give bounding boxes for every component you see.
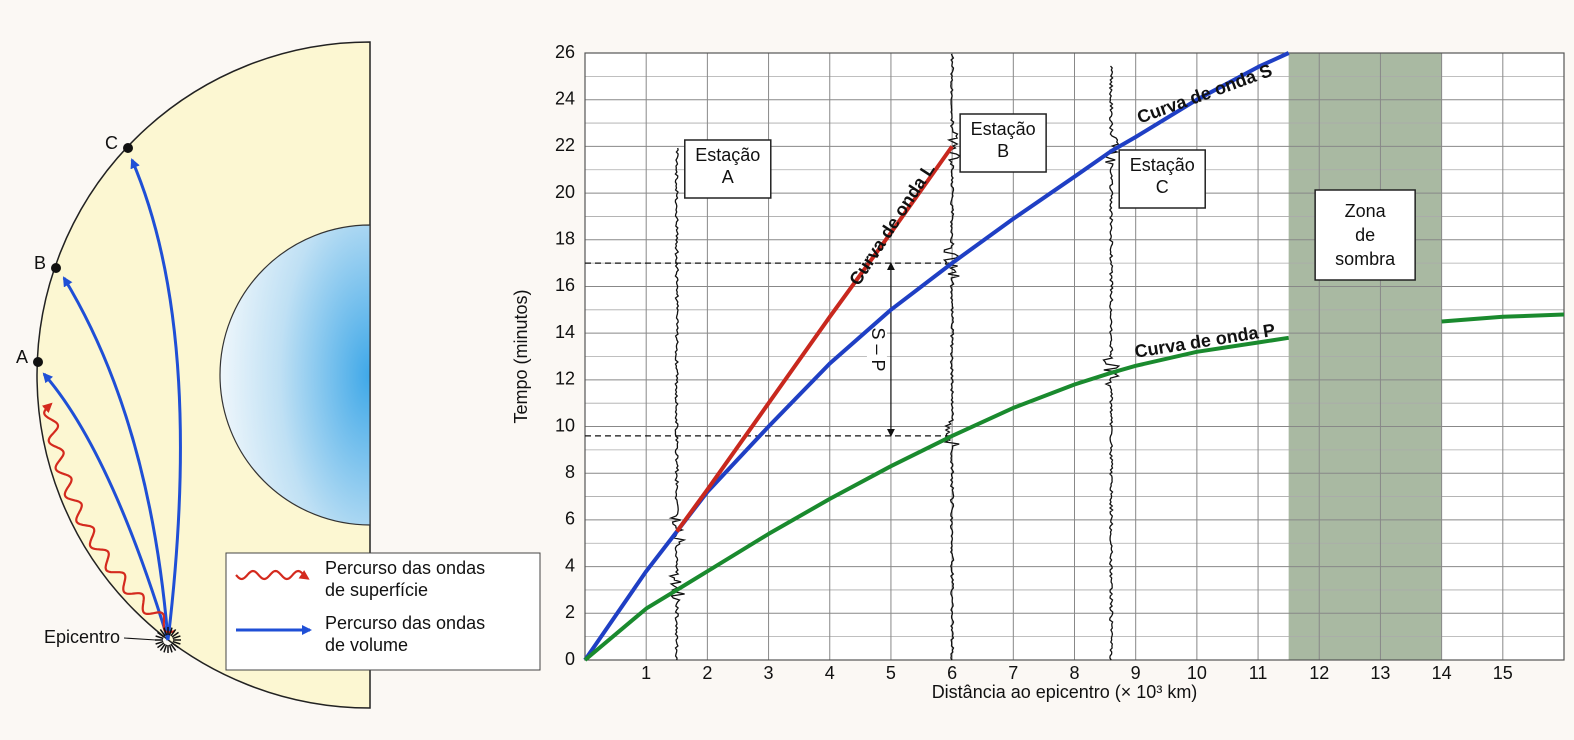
- x-tick-label: 12: [1309, 663, 1329, 683]
- station-label: C: [105, 133, 118, 153]
- y-tick-label: 16: [555, 275, 575, 295]
- epicentre-label: Epicentro: [44, 627, 120, 647]
- y-tick-label: 8: [565, 462, 575, 482]
- y-axis-label: Tempo (minutos): [511, 289, 531, 423]
- y-tick-label: 6: [565, 509, 575, 529]
- shadow-zone-label: de: [1355, 225, 1375, 245]
- station-label: A: [722, 167, 734, 187]
- figure: EpicentroABCPercurso das ondasde superfí…: [0, 0, 1574, 740]
- y-tick-label: 2: [565, 602, 575, 622]
- station-label: Estação: [695, 145, 760, 165]
- x-tick-label: 7: [1008, 663, 1018, 683]
- y-tick-label: 22: [555, 135, 575, 155]
- x-tick-label: 11: [1249, 663, 1268, 683]
- station-label: B: [34, 253, 46, 273]
- y-tick-label: 10: [555, 415, 575, 435]
- legend-label: de superfície: [325, 580, 428, 600]
- x-tick-label: 5: [886, 663, 896, 683]
- x-tick-label: 2: [702, 663, 712, 683]
- x-tick-label: 10: [1187, 663, 1207, 683]
- station-label: Estação: [971, 119, 1036, 139]
- y-tick-label: 4: [565, 555, 575, 575]
- x-tick-label: 6: [947, 663, 957, 683]
- station-dot: [123, 143, 133, 153]
- station-label: Estação: [1130, 155, 1195, 175]
- station-label: B: [997, 141, 1009, 161]
- y-tick-label: 24: [555, 88, 575, 108]
- legend-label: de volume: [325, 635, 408, 655]
- station-dot: [51, 263, 61, 273]
- y-tick-label: 20: [555, 182, 575, 202]
- x-tick-label: 9: [1131, 663, 1141, 683]
- shadow-zone-label: sombra: [1335, 249, 1396, 269]
- x-axis-label: Distância ao epicentro (× 10³ km): [932, 682, 1198, 702]
- x-tick-label: 8: [1069, 663, 1079, 683]
- x-tick-label: 15: [1493, 663, 1513, 683]
- x-tick-label: 4: [825, 663, 835, 683]
- y-tick-label: 0: [565, 649, 575, 669]
- station-label: A: [16, 347, 28, 367]
- x-tick-label: 1: [641, 663, 651, 683]
- x-tick-label: 3: [764, 663, 774, 683]
- legend-label: Percurso das ondas: [325, 613, 485, 633]
- y-tick-label: 12: [555, 369, 575, 389]
- y-tick-label: 14: [555, 322, 575, 342]
- page: {"diagram": {"stations": ["A", "B", "C"]…: [0, 0, 1574, 740]
- y-tick-label: 18: [555, 229, 575, 249]
- x-tick-label: 14: [1432, 663, 1452, 683]
- x-tick-label: 13: [1370, 663, 1390, 683]
- y-tick-label: 26: [555, 42, 575, 62]
- station-dot: [33, 357, 43, 367]
- shadow-zone-label: Zona: [1345, 201, 1387, 221]
- s-p-label: S – P: [868, 327, 888, 371]
- legend-label: Percurso das ondas: [325, 558, 485, 578]
- epicentre-leader: [124, 638, 156, 640]
- station-label: C: [1156, 177, 1169, 197]
